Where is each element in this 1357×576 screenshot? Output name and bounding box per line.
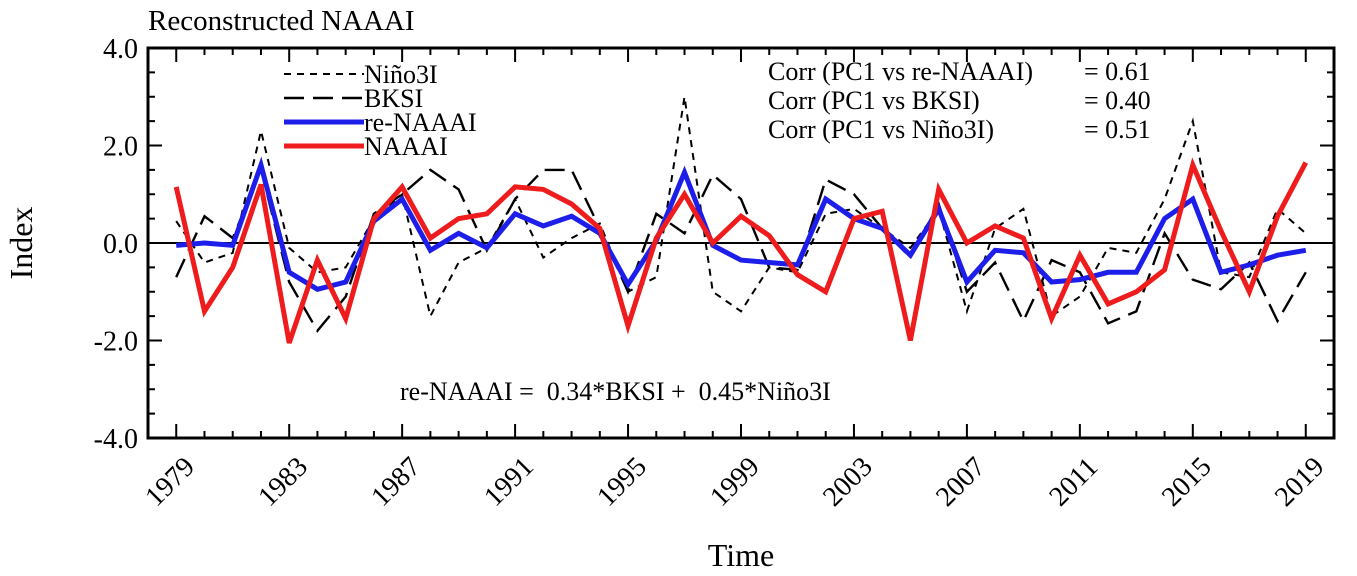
- y-axis-label: Index: [3, 207, 39, 280]
- corr-value-re-naaai: = 0.61: [1084, 57, 1151, 86]
- x-tick-label: 1983: [252, 451, 314, 513]
- series-layer: [173, 96, 1309, 344]
- chart-title: Reconstructed NAAAI: [148, 5, 415, 37]
- x-tick-label: 2015: [1156, 451, 1218, 513]
- corr-label-nino3i: Corr (PC1 vs Niño3I): [768, 115, 994, 144]
- x-tick-label: 2019: [1269, 451, 1331, 513]
- x-tick-label: 1987: [365, 451, 427, 513]
- x-tick-label: 1991: [478, 451, 540, 513]
- y-tick-label: 4.0: [103, 34, 138, 65]
- legend-label-bksi: BKSI: [364, 84, 423, 113]
- y-tick-label: 2.0: [103, 132, 138, 163]
- x-tick-label: 1995: [591, 451, 653, 513]
- x-tick-label: 2007: [930, 451, 992, 513]
- y-tick-label: 0.0: [103, 229, 138, 260]
- x-tick-label: 2011: [1043, 452, 1104, 513]
- x-tick-label: 1999: [704, 451, 766, 513]
- corr-label-bksi: Corr (PC1 vs BKSI): [768, 86, 980, 115]
- x-axis-label: Time: [708, 537, 774, 573]
- legend-label-naaai: NAAAI: [364, 132, 448, 161]
- corr-label-re-naaai: Corr (PC1 vs re-NAAAI): [768, 57, 1033, 86]
- x-tick-label: 2003: [817, 451, 879, 513]
- regression-equation: re-NAAAI = 0.34*BKSI + 0.45*Niño3I: [400, 377, 831, 406]
- series-line-bksi: [175, 166, 1307, 333]
- corr-value-nino3i: = 0.51: [1084, 115, 1151, 144]
- x-tick-label: 1979: [139, 451, 201, 513]
- corr-value-bksi: = 0.40: [1084, 86, 1151, 115]
- y-tick-label: -2.0: [94, 327, 138, 358]
- correlation-annotations: Corr (PC1 vs re-NAAAI) = 0.61 Corr (PC1 …: [768, 57, 1151, 144]
- series-line-re-naaai: [175, 156, 1307, 292]
- y-tick-label: -4.0: [94, 424, 138, 455]
- series-line-naaai: [173, 157, 1309, 344]
- legend-label-ni-o3i: Niño3I: [364, 60, 438, 89]
- series-line-ni-o3i: [175, 96, 1307, 319]
- legend-label-re-naaai: re-NAAAI: [364, 108, 477, 137]
